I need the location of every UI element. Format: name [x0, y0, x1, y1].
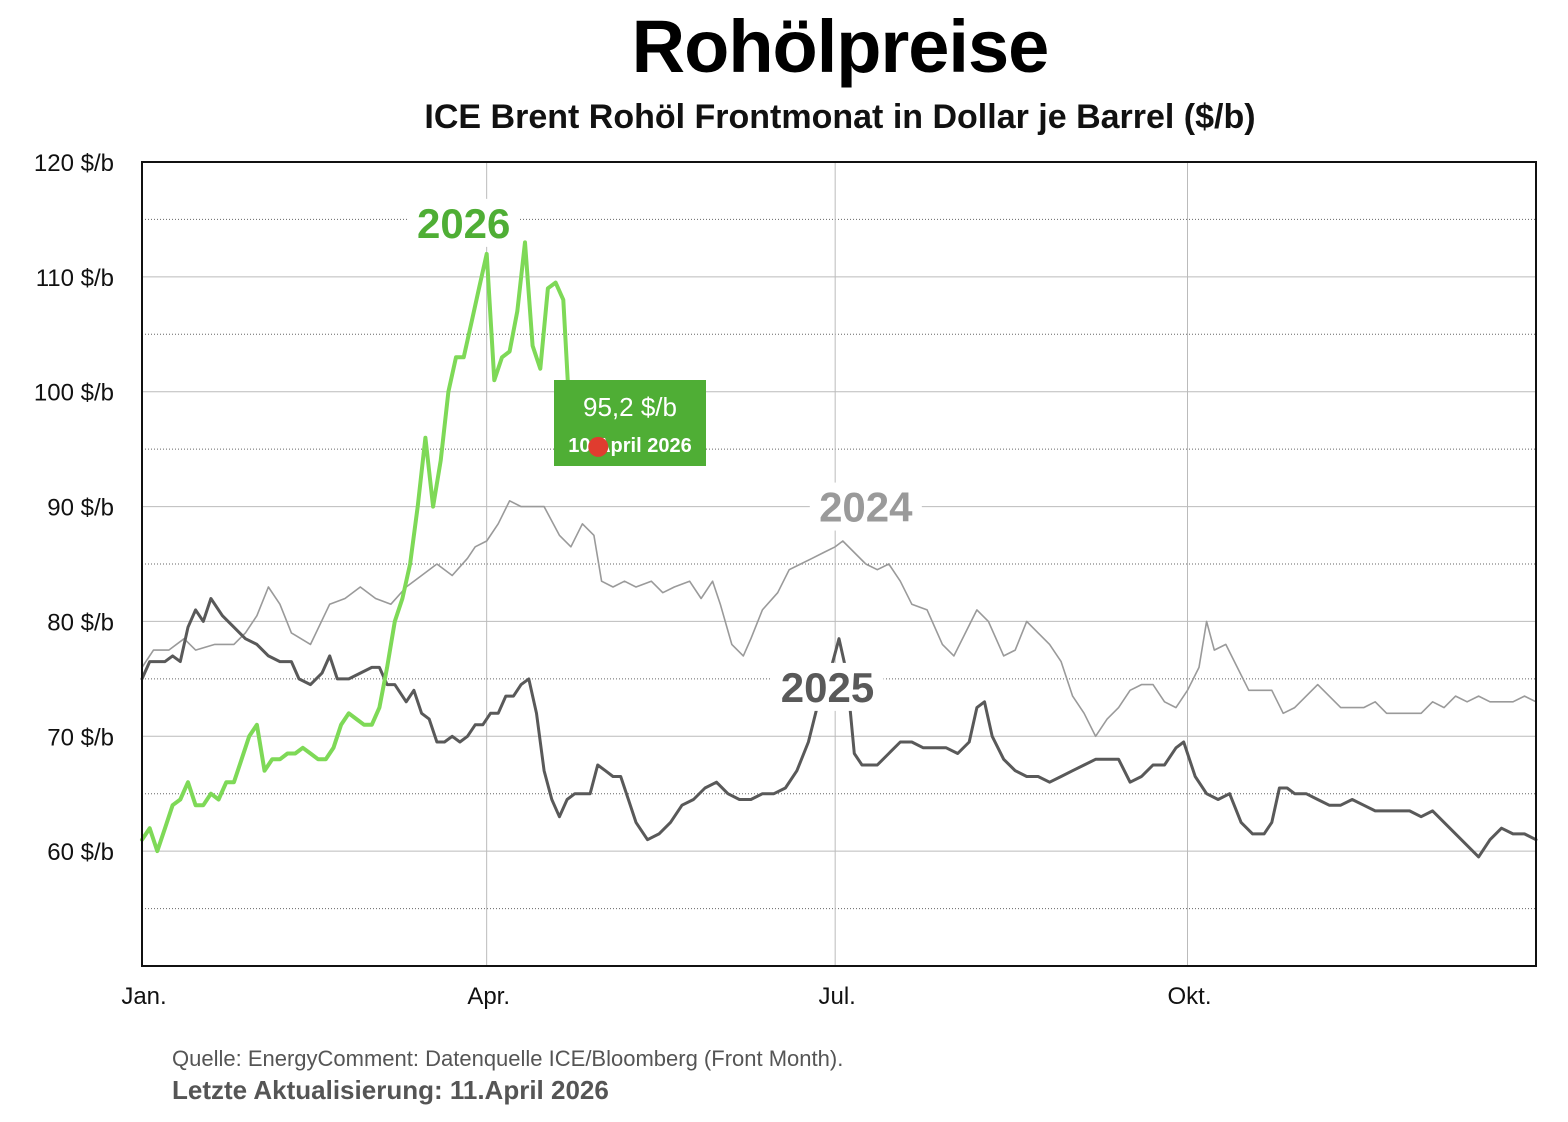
plot-border: [141, 161, 1537, 967]
x-tick-label: Apr.: [467, 983, 510, 1010]
callout-date: 10.April 2026: [568, 435, 691, 457]
chart-subtitle: ICE Brent Rohöl Frontmonat in Dollar je …: [424, 98, 1256, 136]
x-axis-ticks: Jan. Apr. Jul. Okt.: [121, 983, 1211, 1010]
y-tick-label: 70 $/b: [47, 724, 114, 751]
y-tick-label: 80 $/b: [47, 609, 114, 636]
y-tick-label: 90 $/b: [47, 495, 114, 522]
callout-box: [554, 380, 706, 466]
y-tick-label: 110 $/b: [36, 265, 114, 292]
chart-title: Rohölpreise: [631, 5, 1050, 88]
footer-updated: Letzte Aktualisierung: 11.April 2026: [172, 1075, 609, 1105]
callout: 95,2 $/b 10.April 2026: [554, 380, 706, 466]
last-value-marker: [588, 436, 609, 457]
line-chart: 60 $/b 70 $/b 80 $/b 90 $/b 100 $/b 110 $/b 12…: [34, 150, 1538, 1010]
y-tick-label: 100 $/b: [34, 380, 114, 407]
y-tick-label: 60 $/b: [47, 839, 114, 866]
series-line-2024: [141, 500, 1537, 738]
series-labels: 2024 2025 2026: [407, 198, 922, 711]
series-line-2026: [140, 240, 589, 854]
series-label-bg: [809, 482, 922, 531]
callout-value: 95,2 $/b: [583, 392, 677, 422]
series-label-2025: 2025: [781, 664, 874, 711]
series-line-2025: [140, 597, 1538, 859]
footer-source: Quelle: EnergyComment: Datenquelle ICE/B…: [172, 1046, 844, 1071]
series-label-bg: [407, 198, 520, 247]
y-axis-ticks: 60 $/b 70 $/b 80 $/b 90 $/b 100 $/b 110 $/b 12…: [34, 150, 114, 866]
y-tick-label: 120 $/b: [34, 150, 114, 177]
x-tick-label: Jul.: [818, 983, 855, 1010]
x-tick-label: Jan.: [121, 983, 166, 1010]
series-label-2024: 2024: [819, 484, 913, 531]
series-label-bg: [771, 662, 884, 711]
x-tick-label: Okt.: [1167, 983, 1211, 1010]
grid-lines: [142, 162, 1536, 966]
series-label-2026: 2026: [417, 200, 510, 247]
series-lines: [140, 240, 1538, 859]
